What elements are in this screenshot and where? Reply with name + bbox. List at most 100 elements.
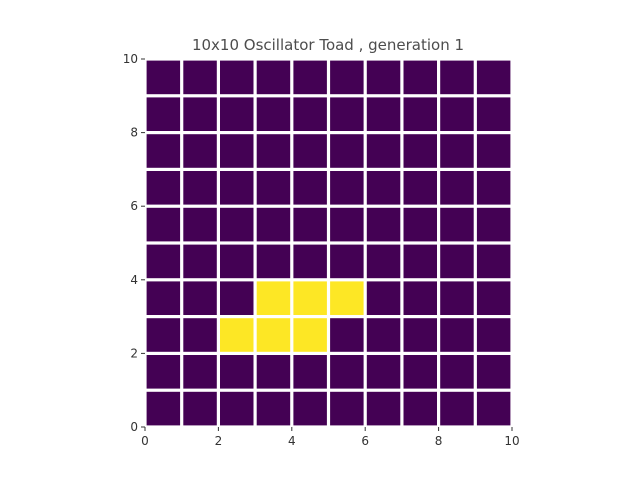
cell-dead [476,171,511,205]
cell-dead [220,60,254,95]
cell-dead [330,97,364,131]
cell-alive [256,281,291,315]
cell-dead [293,244,327,279]
cell-dead [146,60,181,95]
cell-dead [440,355,474,389]
cell-dead [440,244,474,279]
x-tick-label: 0 [141,434,149,448]
cell-dead [440,60,474,95]
cell-dead [183,318,217,352]
cell-dead [146,391,181,426]
cell-dead [330,391,364,426]
cell-dead [476,391,511,426]
y-tick-label: 0 [130,420,138,434]
cell-dead [183,97,217,131]
cell-dead [256,207,291,242]
cell-dead [440,134,474,168]
cell-dead [366,318,401,352]
cell-dead [366,207,401,242]
plot-area [145,59,512,427]
cell-dead [366,60,401,95]
cell-dead [146,207,181,242]
cell-dead [403,355,437,389]
cell-alive [256,318,291,352]
cell-dead [146,97,181,131]
cell-dead [366,97,401,131]
cell-dead [476,60,511,95]
cell-dead [330,134,364,168]
y-tick-label: 10 [123,52,138,66]
y-tick-label: 4 [130,273,138,287]
cell-dead [256,391,291,426]
cell-dead [256,171,291,205]
cell-dead [146,355,181,389]
cell-dead [256,60,291,95]
cell-dead [256,244,291,279]
cell-dead [403,281,437,315]
cell-dead [220,281,254,315]
cell-dead [366,244,401,279]
cell-dead [183,244,217,279]
cell-dead [440,207,474,242]
cell-alive [220,318,254,352]
cell-dead [440,97,474,131]
cell-alive [293,318,327,352]
x-tick-label: 2 [215,434,223,448]
cell-dead [220,391,254,426]
cell-dead [366,134,401,168]
cell-dead [476,318,511,352]
cell-dead [293,97,327,131]
cell-dead [146,244,181,279]
cell-dead [440,281,474,315]
cell-dead [146,281,181,315]
cell-dead [476,281,511,315]
cell-dead [220,355,254,389]
cell-dead [366,281,401,315]
y-tick-label: 2 [130,346,138,360]
cell-dead [293,207,327,242]
cell-dead [220,171,254,205]
x-tick-label: 6 [361,434,369,448]
cell-dead [440,391,474,426]
cell-dead [293,355,327,389]
cell-dead [330,355,364,389]
cell-dead [330,244,364,279]
x-tick-label: 10 [504,434,519,448]
cell-dead [330,60,364,95]
cell-dead [183,60,217,95]
cell-dead [220,244,254,279]
cell-dead [256,97,291,131]
cell-dead [183,391,217,426]
cell-dead [403,391,437,426]
cell-dead [476,207,511,242]
cell-alive [330,281,364,315]
cell-dead [403,244,437,279]
cell-dead [293,134,327,168]
cell-dead [293,171,327,205]
cell-dead [146,318,181,352]
cell-dead [256,355,291,389]
cell-alive [293,281,327,315]
cell-dead [476,355,511,389]
cell-dead [330,171,364,205]
cell-dead [220,134,254,168]
x-axis: 0 2 4 6 8 10 [141,427,520,448]
cell-dead [476,97,511,131]
cell-dead [440,171,474,205]
cell-dead [146,134,181,168]
cell-dead [183,207,217,242]
cell-dead [293,391,327,426]
y-tick-label: 8 [130,126,138,140]
cell-dead [330,207,364,242]
cell-dead [146,171,181,205]
chart-title: 10x10 Oscillator Toad , generation 1 [192,36,464,54]
cell-dead [293,60,327,95]
cell-dead [256,134,291,168]
cell-dead [366,355,401,389]
cell-dead [403,171,437,205]
y-axis: 0 2 4 6 8 10 [123,52,145,434]
cell-dead [403,60,437,95]
cell-dead [403,134,437,168]
cell-dead [330,318,364,352]
